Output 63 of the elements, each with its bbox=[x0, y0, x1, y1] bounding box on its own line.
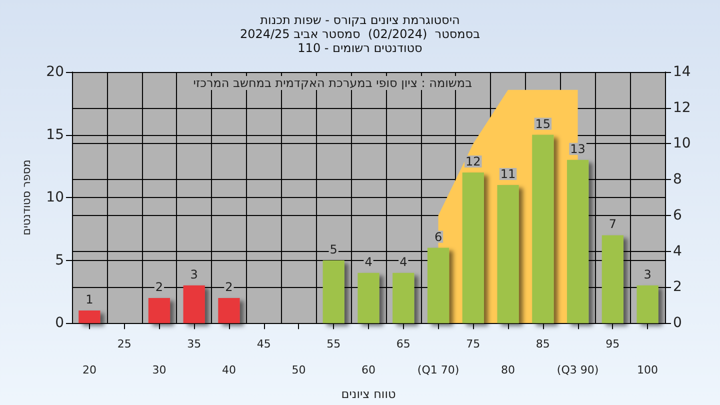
data-label: 1 bbox=[86, 292, 94, 307]
data-label: 11 bbox=[500, 166, 516, 181]
x-tick-label: (Q3 90) bbox=[556, 364, 599, 377]
x-tick-label: 40 bbox=[222, 364, 236, 377]
bar bbox=[636, 285, 658, 324]
bar bbox=[183, 285, 205, 324]
bar bbox=[497, 184, 519, 324]
bar bbox=[148, 298, 170, 324]
y2-tick-label: 0 bbox=[673, 315, 682, 332]
x-tick-label: 55 bbox=[326, 338, 341, 351]
data-label: 5 bbox=[330, 242, 338, 256]
data-label: 12 bbox=[466, 154, 481, 168]
chart-title: היסטוגרמת ציונים בקורס - שפות תכנות bbox=[260, 13, 460, 27]
y-tick-label: 15 bbox=[46, 126, 64, 143]
chart-subtitle: בסמסטר (02/2024) סמסטר אביב 2024/25 סטודנטים רשומים - 110 bbox=[240, 27, 480, 55]
x-tick-label: 100 bbox=[637, 364, 658, 377]
y-axis-title: מספר סטודנטים bbox=[20, 160, 33, 236]
x-tick-label: 80 bbox=[501, 364, 516, 377]
y-tick-label: 20 bbox=[46, 64, 64, 80]
x-tick-label: (Q1 70) bbox=[417, 364, 460, 377]
y-tick-label: 0 bbox=[55, 315, 64, 332]
x-tick-label: 20 bbox=[82, 364, 96, 377]
x-tick-label: 75 bbox=[466, 338, 480, 351]
bar bbox=[532, 134, 554, 324]
y2-tick-label: 12 bbox=[673, 100, 691, 116]
data-label: 6 bbox=[434, 230, 442, 244]
y2-tick-label: 2 bbox=[673, 279, 682, 296]
bar bbox=[427, 248, 450, 324]
x-tick-label: 85 bbox=[536, 338, 550, 351]
y2-tick-label: 4 bbox=[673, 243, 682, 260]
data-label: 13 bbox=[570, 142, 586, 156]
bar bbox=[78, 310, 100, 324]
data-label: 7 bbox=[608, 217, 616, 232]
data-label: 3 bbox=[190, 267, 198, 282]
x-tick-label: 50 bbox=[292, 364, 306, 377]
x-tick-label: 45 bbox=[256, 338, 271, 351]
x-tick-label: 60 bbox=[362, 364, 376, 377]
bar bbox=[218, 298, 240, 324]
x-tick-label: 25 bbox=[117, 338, 132, 351]
data-label: 2 bbox=[155, 280, 164, 294]
bar bbox=[462, 172, 484, 324]
data-label: 4 bbox=[400, 254, 408, 269]
bar bbox=[358, 272, 380, 324]
data-label: 3 bbox=[644, 267, 652, 282]
bar bbox=[392, 272, 414, 324]
x-tick-label: 65 bbox=[396, 338, 410, 351]
y-tick-label: 10 bbox=[46, 190, 64, 206]
y2-tick-label: 14 bbox=[673, 64, 691, 80]
data-label: 2 bbox=[225, 280, 233, 294]
data-label: 4 bbox=[364, 254, 372, 269]
bar bbox=[322, 260, 344, 324]
x-axis-title: טווח ציונים bbox=[341, 387, 396, 401]
data-label: 15 bbox=[535, 116, 551, 131]
x-tick-label: 35 bbox=[187, 338, 202, 351]
annotation: במשומה : ציון סופי במערכת האקדמית במחשב המרכזי bbox=[193, 76, 472, 90]
bar bbox=[602, 235, 624, 324]
y2-tick-label: 8 bbox=[673, 172, 682, 188]
y2-tick-label: 10 bbox=[673, 136, 691, 152]
y2-tick-label: 6 bbox=[673, 207, 682, 224]
y-tick-label: 5 bbox=[55, 252, 64, 268]
bar bbox=[566, 160, 589, 324]
x-tick-label: 30 bbox=[152, 364, 166, 377]
x-tick-label: 95 bbox=[606, 338, 620, 351]
